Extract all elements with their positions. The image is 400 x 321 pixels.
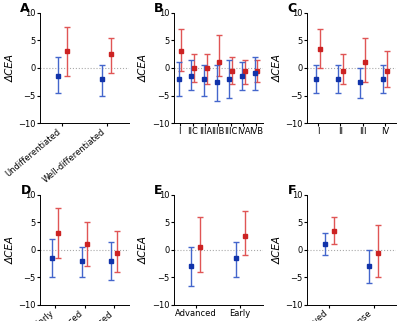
Y-axis label: ΔCEA: ΔCEA: [139, 54, 149, 82]
Text: D: D: [20, 184, 31, 197]
Text: A: A: [20, 2, 30, 15]
Y-axis label: ΔCEA: ΔCEA: [6, 236, 16, 264]
Y-axis label: ΔCEA: ΔCEA: [139, 236, 149, 264]
Text: C: C: [288, 2, 296, 15]
Y-axis label: ΔCEA: ΔCEA: [6, 54, 16, 82]
Y-axis label: ΔCEA: ΔCEA: [272, 236, 282, 264]
Y-axis label: ΔCEA: ΔCEA: [272, 54, 282, 82]
Text: E: E: [154, 184, 162, 197]
Text: B: B: [154, 2, 164, 15]
Text: F: F: [288, 184, 296, 197]
